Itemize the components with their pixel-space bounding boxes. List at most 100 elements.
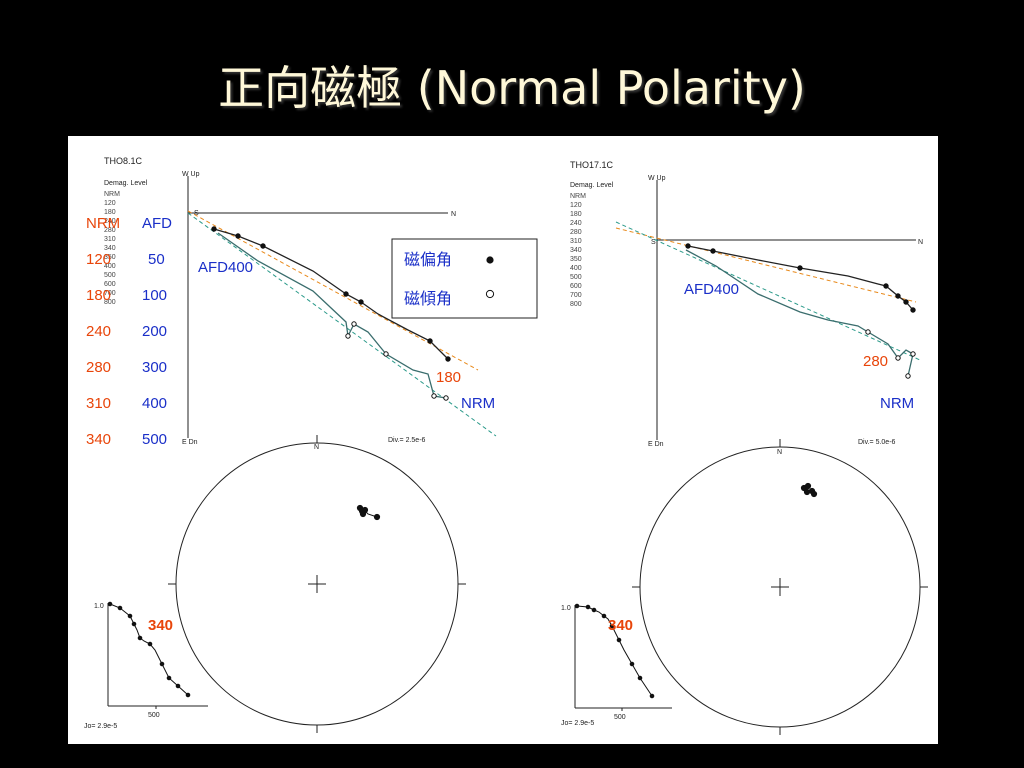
- left-sample-id: THO8.1C: [104, 156, 143, 166]
- left-int-curve: [109, 603, 189, 696]
- right-zijderveld-points: [685, 243, 916, 379]
- right-axis-right: N: [918, 239, 923, 246]
- left-annotation-nrm: NRM: [461, 395, 495, 412]
- slide-title: 正向磁極 (Normal Polarity): [0, 56, 1024, 120]
- right-sample-id: THO17.1C: [570, 160, 614, 170]
- right-zijderveld: THO17.1C Demag. Level NRM 120 180 240 280 310…: [570, 160, 923, 448]
- data-point-filled: [260, 243, 266, 249]
- right-axis-top: W Up: [648, 175, 666, 182]
- title-latin: (Normal Polarity): [416, 61, 806, 115]
- table-right-value: 500: [142, 431, 167, 448]
- title-cjk: 正向磁極: [218, 61, 403, 115]
- data-point-filled: [166, 675, 172, 681]
- right-demag-levels: NRM 120 180 240 280 310 340 350 400 500 600 700 800: [570, 193, 586, 308]
- data-point-open: [910, 351, 916, 357]
- data-point-open: [895, 355, 901, 361]
- data-point-filled: [895, 293, 901, 299]
- demag-level-item: 500: [570, 274, 582, 281]
- filled-circle-icon: [486, 256, 494, 264]
- data-point-filled: [235, 233, 241, 239]
- data-point-filled: [445, 356, 451, 362]
- right-axis-left: S: [651, 239, 656, 246]
- right-stereonet-points: [800, 482, 818, 498]
- table-right-header: AFD: [142, 215, 172, 232]
- data-point-open: [383, 351, 389, 357]
- data-point-filled: [147, 641, 153, 647]
- left-int-jo: Jo= 2.9e-5: [84, 723, 117, 730]
- data-point-filled: [358, 299, 364, 305]
- table-right-value: 300: [142, 359, 167, 376]
- left-horizontal-path: [213, 228, 449, 360]
- table-left-value: 120: [86, 251, 111, 268]
- data-point-filled: [601, 613, 607, 619]
- right-int-tick-label: 1.0: [561, 605, 571, 612]
- data-point-filled: [883, 283, 889, 289]
- right-fit-line-orange: [615, 227, 917, 303]
- demag-level-item: 700: [104, 290, 116, 297]
- table-left-value: 340: [86, 431, 111, 448]
- right-vertical-path: [685, 249, 914, 377]
- left-demag-header: Demag. Level: [104, 180, 148, 187]
- data-point-filled: [910, 307, 916, 313]
- left-axis-top: W Up: [182, 171, 200, 178]
- data-point-filled: [591, 607, 597, 613]
- key-box-frame: [391, 238, 538, 319]
- demag-level-item: 240: [104, 218, 116, 225]
- right-div: Div.= 5.0e-6: [858, 439, 896, 446]
- data-point-filled: [585, 604, 591, 610]
- demag-level-item: 340: [104, 245, 116, 252]
- demag-level-item: 180: [104, 209, 116, 216]
- demag-level-item: 800: [570, 301, 582, 308]
- data-point-filled: [649, 693, 655, 699]
- demag-level-item: 120: [570, 202, 582, 209]
- data-point-filled: [804, 482, 812, 490]
- data-point-filled: [685, 243, 691, 249]
- data-point-filled: [629, 661, 635, 667]
- data-point-open: [905, 373, 911, 379]
- table-left-value: 180: [86, 287, 111, 304]
- table-right-value: 200: [142, 323, 167, 340]
- left-intensity-plot: 1.0 500 Jo= 2.9e-5 340: [84, 601, 208, 730]
- demag-level-item: NRM: [104, 191, 120, 198]
- paleomag-figure: THO8.1C Demag. Level NRM 120 180 240 280 310 3…: [84, 156, 928, 735]
- left-int-x-label: 500: [148, 712, 160, 719]
- demag-level-item: 180: [570, 211, 582, 218]
- data-point-filled: [127, 613, 133, 619]
- data-point-filled: [343, 291, 349, 297]
- data-point-filled: [359, 510, 367, 518]
- demag-level-item: 800: [104, 299, 116, 306]
- right-annotation-step: 280: [863, 353, 888, 370]
- right-annotation-afd: AFD400: [684, 281, 739, 298]
- left-vertical-path: [217, 232, 447, 399]
- data-point-filled: [131, 621, 137, 627]
- demag-level-item: 340: [570, 247, 582, 254]
- data-point-filled: [159, 661, 165, 667]
- data-point-open: [431, 393, 437, 399]
- left-annotation-afd: AFD400: [198, 259, 253, 276]
- demag-level-table: NRM AFD 120 50 180 100 240 200 280 300 310 400 340…: [86, 215, 172, 448]
- left-zijderveld-points: [211, 226, 451, 401]
- demag-level-item: 500: [104, 272, 116, 279]
- right-int-x-label: 500: [614, 714, 626, 721]
- right-fit-line-teal: [615, 221, 921, 361]
- demag-level-item: 310: [104, 236, 116, 243]
- demag-level-item: 280: [570, 229, 582, 236]
- left-stereonet-north: N: [314, 444, 319, 451]
- data-point-filled: [185, 692, 191, 698]
- demag-level-item: 400: [570, 265, 582, 272]
- right-int-jo: Jo= 2.9e-5: [561, 720, 594, 727]
- data-point-filled: [616, 637, 622, 643]
- left-stereonet-points: [356, 504, 381, 521]
- data-point-filled: [810, 490, 818, 498]
- demag-level-item: 310: [570, 238, 582, 245]
- left-div: Div.= 2.5e-6: [388, 437, 426, 444]
- demag-level-item: 700: [570, 292, 582, 299]
- left-stereonet: N: [168, 435, 466, 733]
- open-circle-icon: [485, 289, 495, 299]
- right-stereonet-north: N: [777, 449, 782, 456]
- table-right-value: 100: [142, 287, 167, 304]
- left-int-points: [107, 601, 191, 698]
- figure-panel: THO8.1C Demag. Level NRM 120 180 240 280 310 3…: [68, 136, 938, 744]
- right-demag-header: Demag. Level: [570, 182, 614, 189]
